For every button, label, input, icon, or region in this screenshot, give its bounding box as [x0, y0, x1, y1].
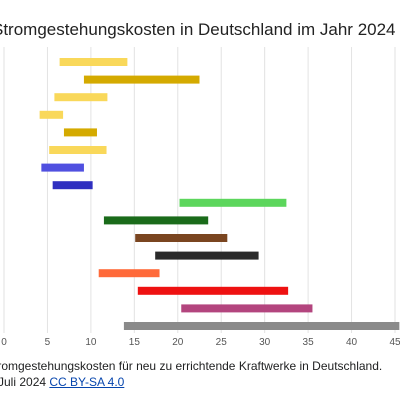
figure-credit: Juli 2024 CC BY-SA 4.0 — [0, 375, 124, 389]
x-tick-label: 5 — [45, 337, 51, 348]
range-bar — [98, 269, 160, 278]
range-bar — [123, 322, 400, 330]
range-bar — [49, 146, 107, 154]
x-tick-label: 10 — [85, 337, 97, 348]
x-tick-label: 15 — [129, 337, 141, 348]
figure-caption: Stromgestehungskosten für neu zu erricht… — [0, 359, 382, 373]
range-bar — [59, 58, 128, 66]
license-link[interactable]: CC BY-SA 4.0 — [49, 375, 125, 389]
range-bar — [63, 128, 97, 137]
range-bar — [54, 93, 108, 102]
range-bar — [103, 216, 209, 225]
x-tick-label: 40 — [346, 337, 358, 348]
range-bar — [39, 110, 64, 119]
x-tick-label: 45 — [389, 337, 400, 348]
x-tick-labels: 0 5 10 15 20 25 30 35 40 45 — [1, 337, 400, 348]
range-bar — [83, 75, 200, 84]
x-tick-label: 35 — [303, 337, 315, 348]
caption-text: Stromgestehungskosten für neu zu erricht… — [0, 359, 383, 373]
grid-lines — [3, 47, 396, 333]
range-bar — [135, 234, 228, 242]
range-bar — [179, 198, 287, 207]
x-tick-label: 0 — [1, 337, 7, 348]
range-bar — [181, 304, 313, 313]
x-tick-label: 20 — [172, 337, 184, 348]
range-bar — [52, 181, 93, 190]
x-tick-label: 25 — [216, 337, 228, 348]
range-bar — [41, 163, 84, 172]
range-bar — [155, 251, 259, 260]
x-tick-label: 30 — [259, 337, 271, 348]
chart-title: Stromgestehungskosten in Deutschland im … — [0, 20, 396, 39]
range-bars — [39, 58, 400, 330]
range-bar — [137, 286, 289, 295]
credit-date: Juli 2024 — [0, 375, 47, 389]
